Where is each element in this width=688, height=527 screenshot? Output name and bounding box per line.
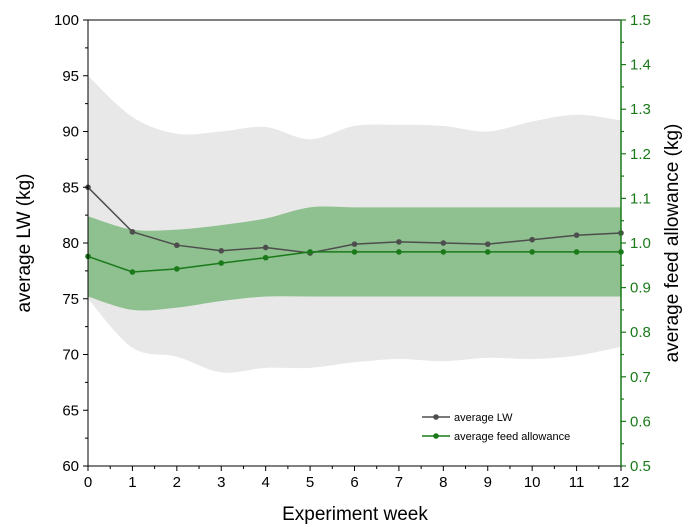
x-tick-label: 2	[173, 474, 181, 491]
left-y-tick-label: 95	[62, 68, 79, 85]
x-tick-label: 12	[613, 474, 630, 491]
data-point-average-feed-allowance	[218, 260, 225, 266]
right-y-tick-label: 1.2	[630, 146, 651, 163]
x-tick-label: 6	[350, 474, 358, 491]
left-y-tick-label: 80	[62, 235, 79, 252]
left-y-tick-label: 85	[62, 179, 79, 196]
confidence-bands	[88, 75, 621, 373]
legend-label-average-lw: average LW	[454, 412, 513, 424]
data-point-average-feed-allowance	[307, 249, 313, 255]
right-y-tick-label: 1.1	[630, 190, 651, 207]
right-y-tick-label: 1.3	[630, 101, 651, 118]
data-point-average-feed-allowance	[529, 249, 535, 255]
data-point-average-feed-allowance	[351, 249, 358, 255]
right-y-tick-label: 0.7	[630, 369, 651, 386]
left-y-tick-label: 75	[62, 291, 79, 308]
legend-marker-average-feed-allowance	[433, 433, 439, 439]
axes: 0 1 2 3 4 5 6 7 8 9 10 11 1260657075808590951000.50.…	[54, 12, 651, 491]
x-tick-label: 0	[84, 474, 92, 491]
left-y-tick-label: 90	[62, 124, 79, 141]
legend-label-average-feed-allowance: average feed allowance	[454, 431, 570, 443]
right-y-tick-label: 1.4	[630, 57, 651, 74]
left-y-tick-label: 100	[54, 12, 79, 29]
x-tick-label: 11	[569, 474, 585, 491]
x-tick-label: 4	[261, 474, 269, 491]
data-point-average-lw	[573, 232, 580, 238]
right-y-axis-title: average feed allowance (kg)	[662, 124, 683, 363]
left-y-tick-label: 60	[62, 458, 79, 475]
right-y-tick-label: 0.6	[630, 413, 651, 430]
data-point-average-feed-allowance	[573, 249, 580, 255]
data-point-average-lw	[396, 239, 402, 245]
data-point-average-feed-allowance	[440, 249, 447, 255]
right-y-tick-label: 1.5	[630, 12, 651, 29]
x-axis-title: Experiment week	[282, 504, 428, 525]
left-y-tick-label: 70	[62, 347, 79, 364]
legend-marker-average-lw	[433, 414, 439, 420]
right-y-tick-label: 1.0	[630, 235, 651, 252]
left-y-tick-label: 65	[62, 402, 79, 419]
data-point-average-feed-allowance	[262, 254, 269, 261]
x-tick-label: 3	[217, 474, 225, 491]
data-point-average-lw	[174, 242, 180, 249]
x-tick-label: 10	[524, 474, 541, 491]
x-tick-label: 5	[306, 474, 314, 491]
left-y-axis-title: average LW (kg)	[14, 173, 35, 312]
data-point-average-feed-allowance	[174, 266, 180, 272]
right-y-tick-label: 0.8	[630, 324, 651, 341]
data-point-average-lw	[351, 241, 358, 247]
data-point-average-lw	[440, 240, 447, 246]
series-lines	[85, 184, 624, 275]
data-point-average-lw	[262, 244, 269, 251]
data-point-average-lw	[218, 248, 225, 254]
data-point-average-feed-allowance	[129, 269, 136, 275]
x-tick-label: 9	[484, 474, 492, 491]
band-average-feed-allowance	[88, 206, 621, 311]
x-tick-label: 8	[439, 474, 447, 491]
data-point-average-lw	[484, 241, 491, 247]
legend: average LW average feed allowance	[422, 412, 570, 443]
x-tick-label: 1	[128, 474, 136, 491]
data-point-average-lw	[129, 229, 136, 235]
x-tick-label: 7	[395, 474, 403, 491]
data-point-average-feed-allowance	[484, 249, 491, 255]
data-point-average-lw	[529, 236, 535, 243]
data-point-average-feed-allowance	[396, 249, 402, 255]
right-y-tick-label: 0.9	[630, 280, 651, 297]
right-y-tick-label: 0.5	[630, 458, 651, 475]
